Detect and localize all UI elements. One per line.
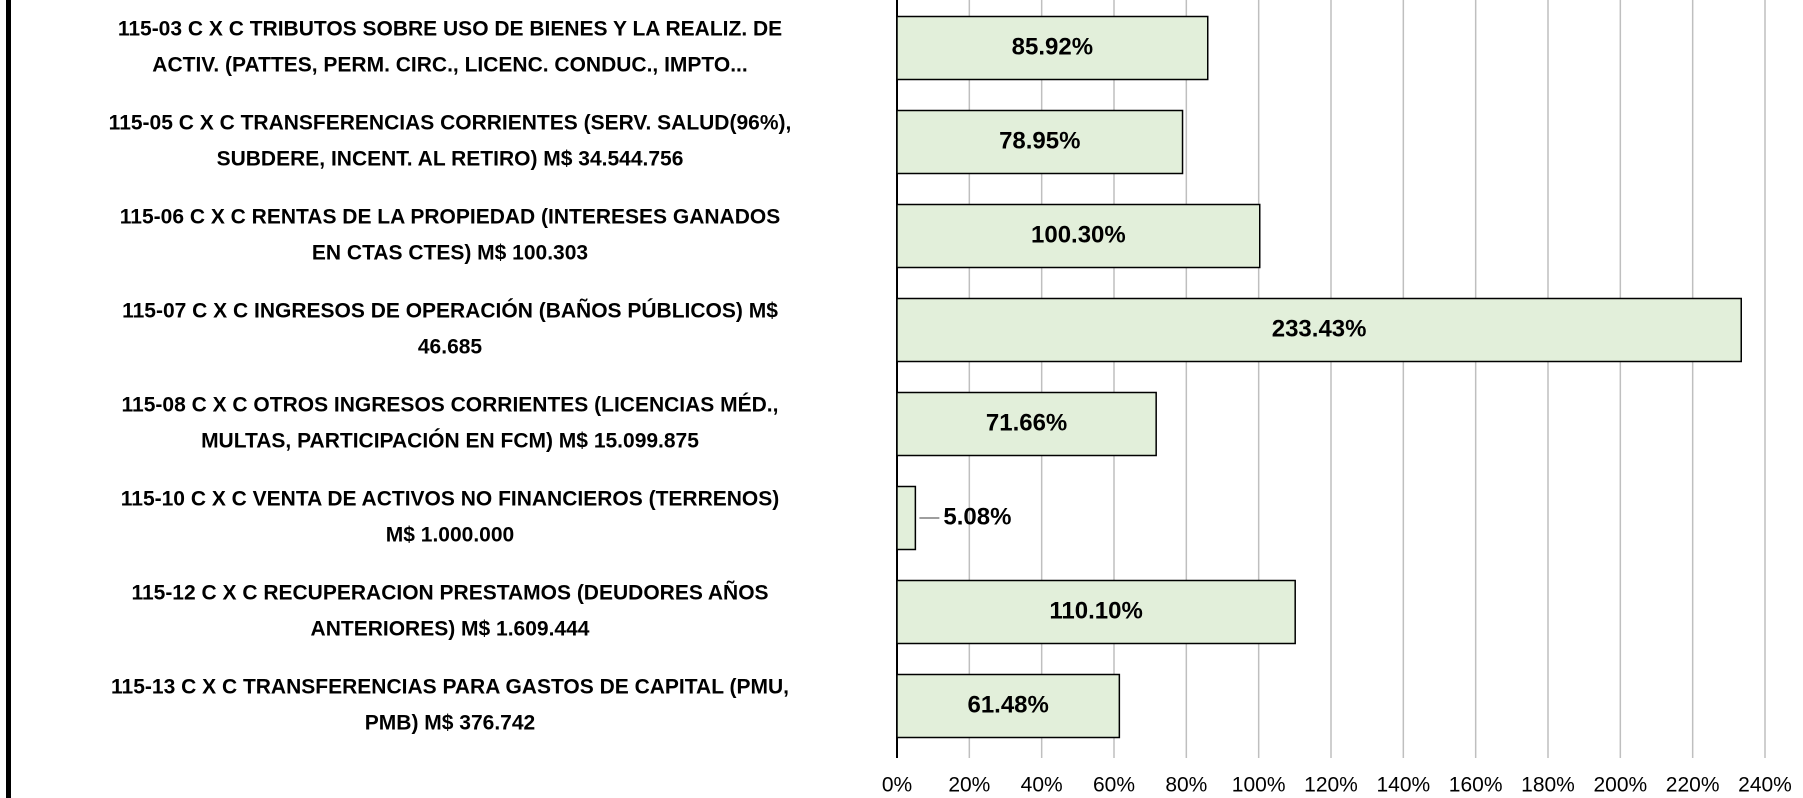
value-label: 100.30%: [1031, 221, 1126, 248]
value-label: 78.95%: [999, 127, 1080, 154]
x-tick-label: 120%: [1304, 774, 1358, 797]
category-label: ANTERIORES) M$ 1.609.444: [311, 618, 590, 641]
category-label: 115-08 C X C OTROS INGRESOS CORRIENTES (…: [122, 394, 779, 417]
x-tick-label: 60%: [1093, 774, 1135, 797]
value-label: 71.66%: [986, 409, 1067, 436]
category-label: ACTIV. (PATTES, PERM. CIRC., LICENC. CON…: [152, 54, 747, 77]
value-label: 85.92%: [1012, 33, 1093, 60]
x-tick-label: 20%: [948, 774, 990, 797]
x-tick-label: 80%: [1165, 774, 1207, 797]
bar: [896, 15, 1209, 81]
x-tick-label: 140%: [1376, 774, 1430, 797]
category-label: MULTAS, PARTICIPACIÓN EN FCM) M$ 15.099.…: [201, 429, 699, 453]
x-tick-label: 180%: [1521, 774, 1575, 797]
left-border: [6, 0, 11, 798]
x-tick-label: 240%: [1738, 774, 1792, 797]
value-label: 233.43%: [1272, 315, 1367, 342]
category-label: 115-07 C X C INGRESOS DE OPERACIÓN (BAÑO…: [122, 299, 778, 323]
category-label: 115-05 C X C TRANSFERENCIAS CORRIENTES (…: [109, 112, 792, 135]
bar: [896, 109, 1184, 175]
category-label: 115-13 C X C TRANSFERENCIAS PARA GASTOS …: [111, 676, 789, 699]
bar: [896, 673, 1121, 739]
category-label: M$ 1.000.000: [386, 524, 514, 547]
category-label: EN CTAS CTES) M$ 100.303: [312, 242, 588, 265]
x-tick-label: 220%: [1666, 774, 1720, 797]
category-label: PMB) M$ 376.742: [365, 712, 535, 735]
bar: [896, 579, 1296, 645]
category-label: 115-03 C X C TRIBUTOS SOBRE USO DE BIENE…: [118, 18, 782, 41]
bar: [896, 297, 1742, 363]
bar: [896, 203, 1261, 269]
category-label: 46.685: [418, 336, 483, 359]
bar: [896, 485, 917, 551]
category-label: 115-12 C X C RECUPERACION PRESTAMOS (DEU…: [131, 582, 768, 605]
x-tick-label: 0%: [882, 774, 912, 797]
value-label: 61.48%: [967, 691, 1048, 718]
x-tick-label: 40%: [1021, 774, 1063, 797]
value-label: 110.10%: [1049, 597, 1142, 624]
x-tick-label: 160%: [1449, 774, 1503, 797]
x-tick-label: 200%: [1593, 774, 1647, 797]
category-label: SUBDERE, INCENT. AL RETIRO) M$ 34.544.75…: [217, 148, 684, 171]
value-label: 5.08%: [943, 503, 1011, 530]
category-label: 115-06 C X C RENTAS DE LA PROPIEDAD (INT…: [120, 206, 780, 229]
x-tick-label: 100%: [1232, 774, 1286, 797]
category-label: 115-10 C X C VENTA DE ACTIVOS NO FINANCI…: [121, 488, 780, 511]
bar: [896, 391, 1157, 457]
